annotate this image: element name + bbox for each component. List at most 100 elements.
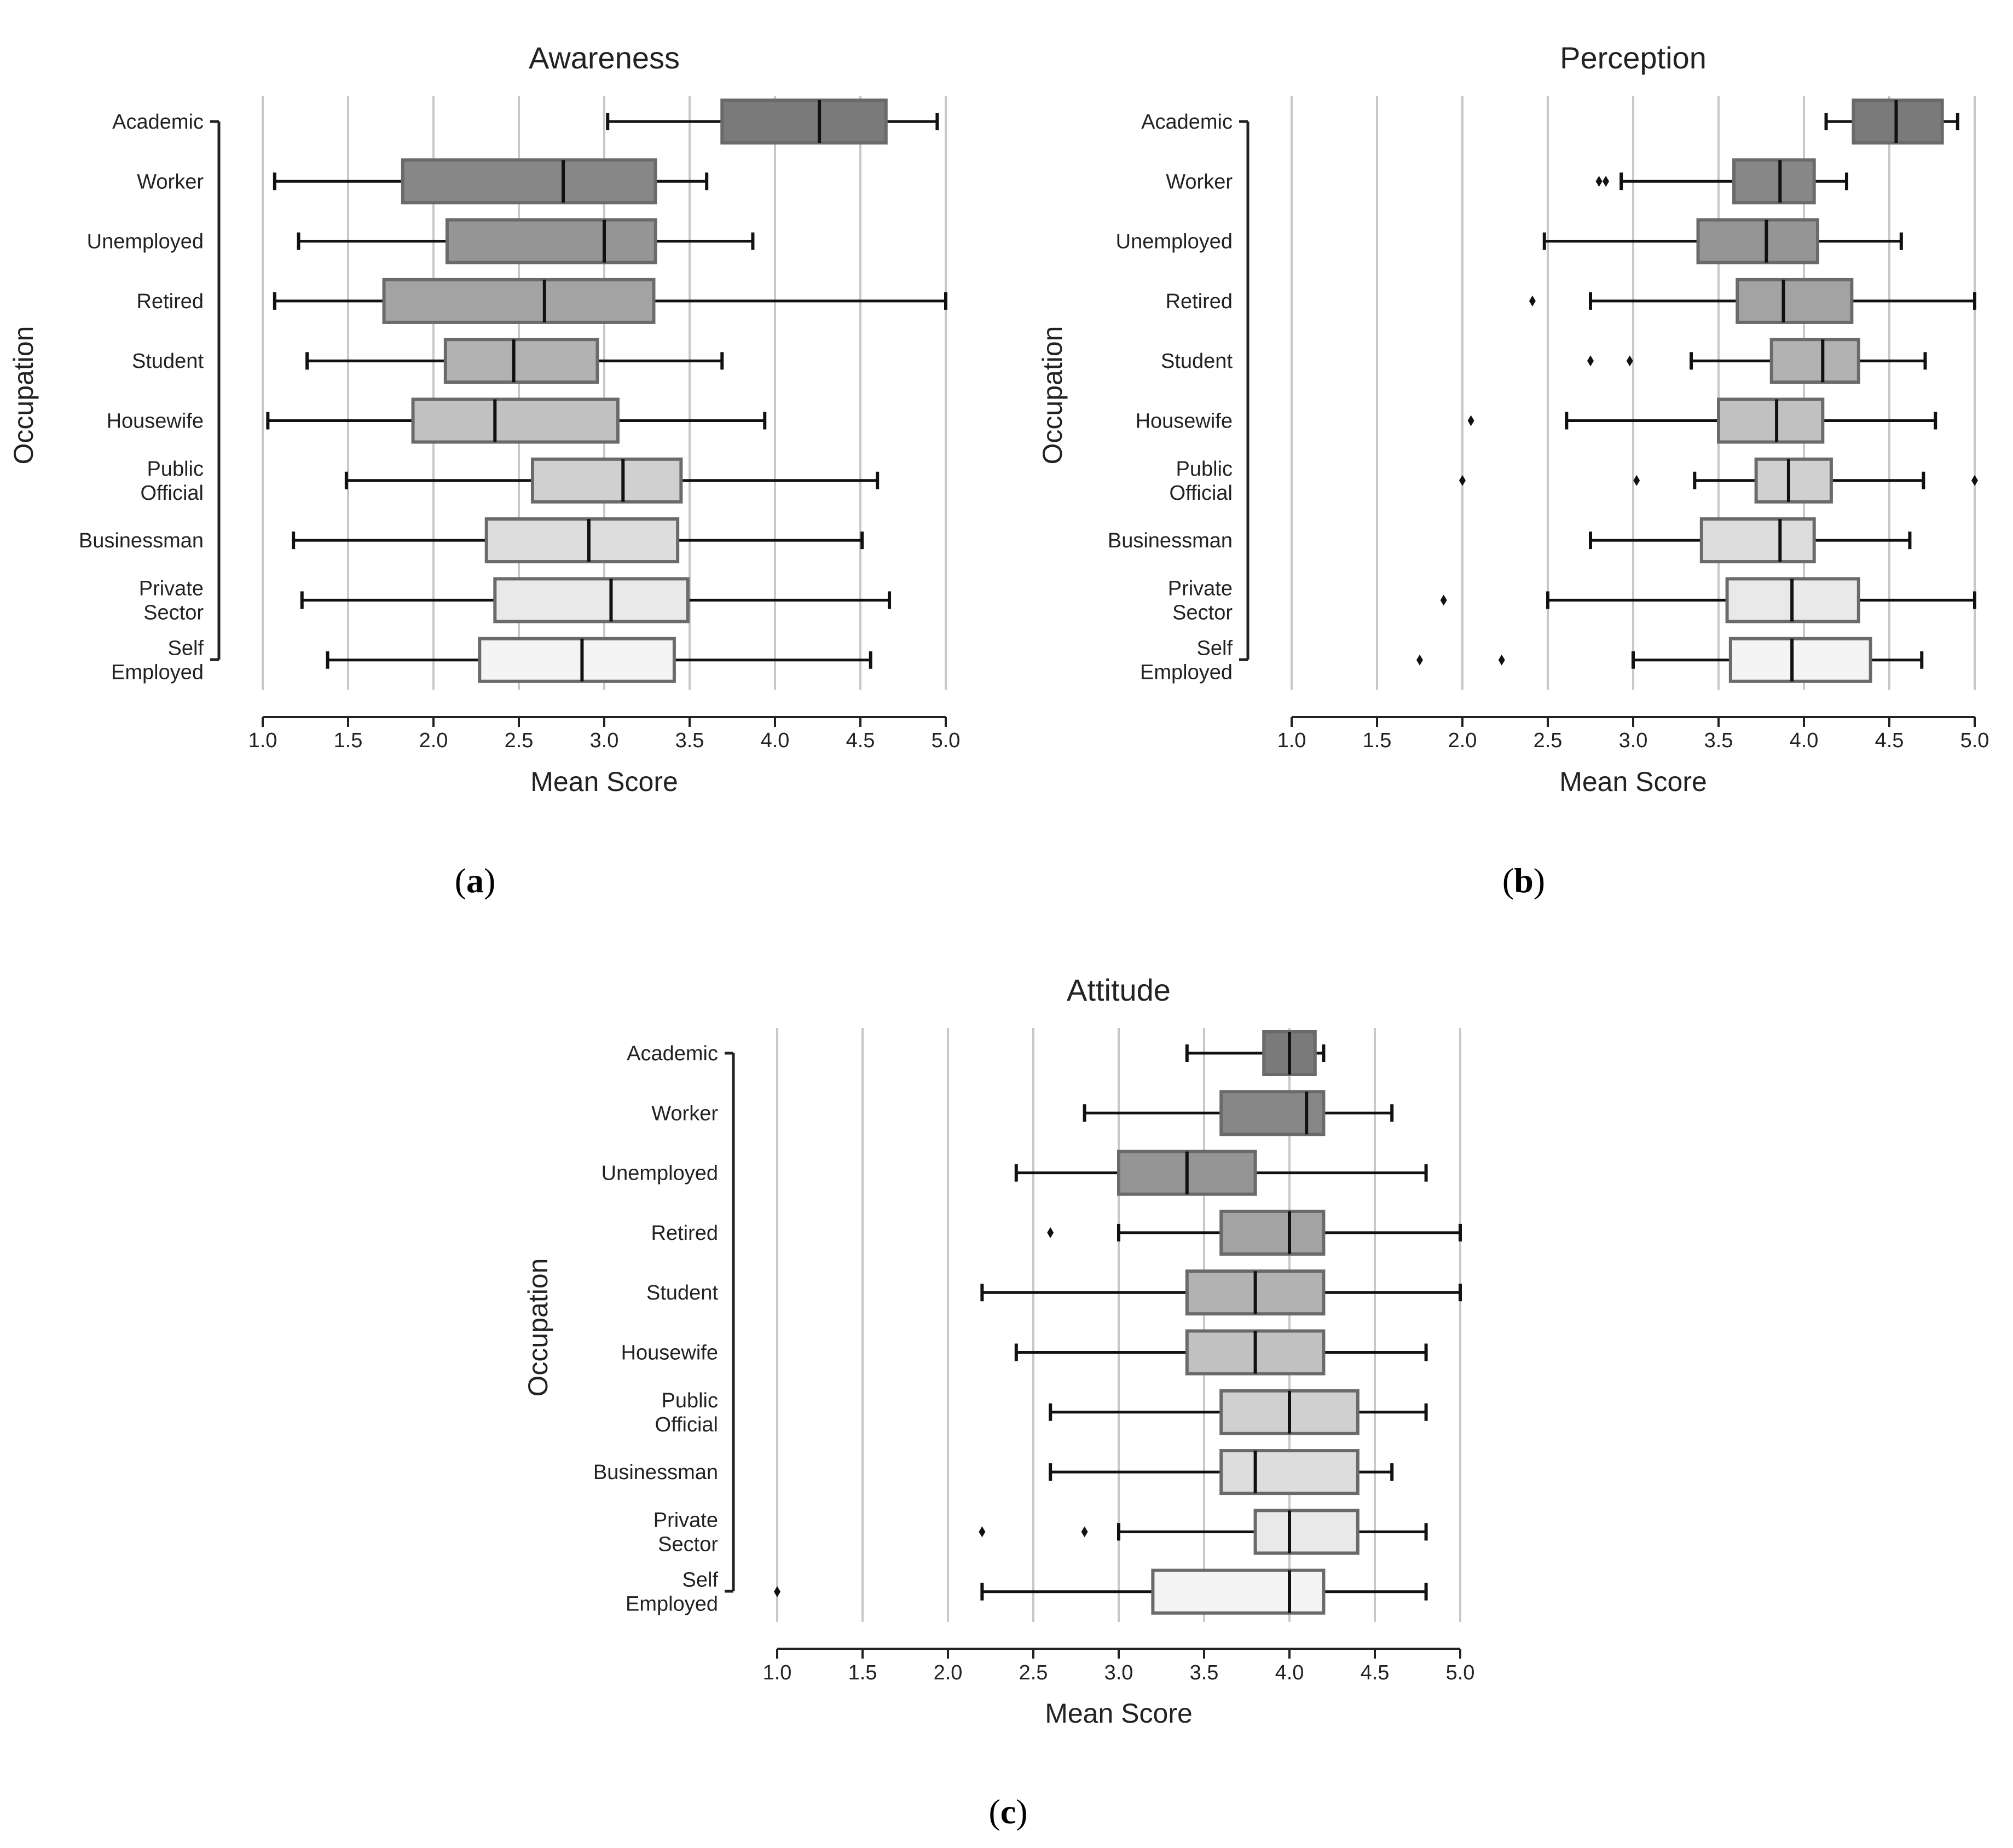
iqr-box bbox=[1769, 338, 1860, 384]
x-tick-label: 1.0 bbox=[763, 1661, 792, 1684]
iqr-box bbox=[1732, 158, 1816, 205]
outlier-point bbox=[1498, 654, 1505, 666]
category-label: Worker bbox=[137, 170, 204, 193]
box-group: Worker bbox=[137, 158, 709, 205]
category-label: Sector bbox=[658, 1533, 718, 1556]
iqr-box bbox=[1736, 278, 1854, 324]
panel-letter: b bbox=[1514, 861, 1534, 900]
category-label: Businessman bbox=[79, 529, 204, 552]
category-label: Businessman bbox=[593, 1461, 718, 1484]
panel-label: (c) bbox=[988, 1792, 1027, 1831]
category-label: Employed bbox=[1140, 661, 1233, 684]
outlier-point bbox=[1459, 475, 1466, 486]
box-group: Worker bbox=[651, 1090, 1394, 1136]
category-label: Sector bbox=[143, 601, 204, 624]
outlier-point bbox=[774, 1586, 780, 1597]
outlier-point bbox=[979, 1526, 986, 1538]
category-label: Public bbox=[662, 1389, 719, 1412]
x-tick-label: 4.5 bbox=[846, 729, 875, 752]
category-label: Academic bbox=[112, 111, 204, 134]
outlier-point bbox=[1595, 176, 1603, 187]
outlier-point bbox=[1081, 1526, 1088, 1538]
x-tick-label: 1.5 bbox=[848, 1661, 877, 1684]
outlier-point bbox=[1971, 475, 1978, 486]
box-group: Student bbox=[132, 338, 724, 384]
iqr-box bbox=[530, 457, 683, 504]
box-group: Retired bbox=[1166, 278, 1976, 324]
category-label: Student bbox=[646, 1281, 718, 1304]
x-tick-label: 4.0 bbox=[1275, 1661, 1304, 1684]
x-tick-label: 1.5 bbox=[334, 729, 363, 752]
category-label: Unemployed bbox=[601, 1162, 718, 1185]
outlier-point bbox=[1047, 1227, 1054, 1238]
x-tick-label: 2.0 bbox=[1448, 729, 1477, 752]
category-label: Retired bbox=[1166, 290, 1233, 313]
x-tick-label: 3.5 bbox=[1190, 1661, 1219, 1684]
iqr-box bbox=[1219, 1449, 1360, 1495]
category-label: Public bbox=[1176, 458, 1233, 481]
iqr-box bbox=[401, 158, 657, 205]
iqr-box bbox=[382, 278, 656, 324]
x-tick-label: 4.0 bbox=[1790, 729, 1819, 752]
x-tick-label: 5.0 bbox=[1960, 729, 1989, 752]
box-group: Housewife bbox=[621, 1329, 1428, 1376]
box-group: Businessman bbox=[1108, 517, 1912, 564]
iqr-box bbox=[443, 338, 599, 384]
y-axis-label: Occupation bbox=[1037, 326, 1068, 465]
box-group: Businessman bbox=[593, 1449, 1394, 1495]
box-group: Unemployed bbox=[601, 1150, 1428, 1196]
category-label: Housewife bbox=[107, 410, 204, 433]
x-tick-label: 3.0 bbox=[590, 729, 619, 752]
panel-c: Attitude 1.0 1.5 2.0 2.5 3.0 3.5 4.0 4.5 5.0 Mean … bbox=[523, 973, 1474, 1831]
category-label: Student bbox=[132, 350, 204, 373]
category-label: Unemployed bbox=[87, 230, 204, 253]
box-group: Unemployed bbox=[87, 218, 755, 264]
x-tick-label: 2.5 bbox=[1534, 729, 1563, 752]
y-axis-label: Occupation bbox=[523, 1258, 553, 1397]
box-group: Student bbox=[646, 1269, 1462, 1316]
box-group: Businessman bbox=[79, 517, 864, 564]
y-axis-label: Occupation bbox=[8, 326, 39, 465]
outlier-point bbox=[1633, 475, 1640, 486]
x-axis-label: Mean Score bbox=[530, 766, 678, 797]
x-tick-label: 2.0 bbox=[934, 1661, 963, 1684]
panel-b: Perception 1.0 1.5 2.0 2.5 3.0 3.5 4.0 4.5 5.0 Mea… bbox=[1037, 41, 1989, 900]
category-label: Official bbox=[655, 1413, 718, 1436]
category-label: Official bbox=[1170, 482, 1233, 505]
iqr-box bbox=[484, 517, 680, 564]
category-label: Private bbox=[1168, 577, 1233, 600]
category-label: Housewife bbox=[1136, 410, 1233, 433]
iqr-box bbox=[1728, 637, 1872, 683]
x-tick-label: 1.0 bbox=[1277, 729, 1306, 752]
x-tick-label: 2.0 bbox=[419, 729, 448, 752]
iqr-box bbox=[478, 637, 676, 683]
iqr-box bbox=[720, 99, 888, 145]
chart-title: Awareness bbox=[529, 41, 680, 75]
x-tick-label: 4.5 bbox=[1361, 1661, 1390, 1684]
x-axis-label: Mean Score bbox=[1559, 766, 1707, 797]
category-label: Student bbox=[1161, 350, 1233, 373]
x-tick-label: 3.0 bbox=[1619, 729, 1648, 752]
x-tick-label: 1.0 bbox=[248, 729, 277, 752]
outlier-point bbox=[1529, 295, 1536, 307]
category-label: Unemployed bbox=[1116, 230, 1233, 253]
iqr-box bbox=[1699, 517, 1816, 564]
category-label: Employed bbox=[626, 1593, 718, 1616]
box-group: Housewife bbox=[107, 397, 767, 444]
panel-label: (b) bbox=[1502, 861, 1545, 900]
box-group: Academic bbox=[112, 99, 939, 145]
panel-letter: c bbox=[1000, 1792, 1016, 1831]
category-label: Self bbox=[168, 637, 204, 660]
box-group: Housewife bbox=[1136, 397, 1937, 444]
chart-title: Attitude bbox=[1067, 973, 1171, 1007]
outlier-point bbox=[1626, 355, 1633, 367]
iqr-box bbox=[1219, 1090, 1326, 1136]
category-label: Self bbox=[682, 1569, 719, 1592]
x-axis-label: Mean Score bbox=[1045, 1698, 1193, 1729]
outlier-point bbox=[1467, 415, 1474, 426]
